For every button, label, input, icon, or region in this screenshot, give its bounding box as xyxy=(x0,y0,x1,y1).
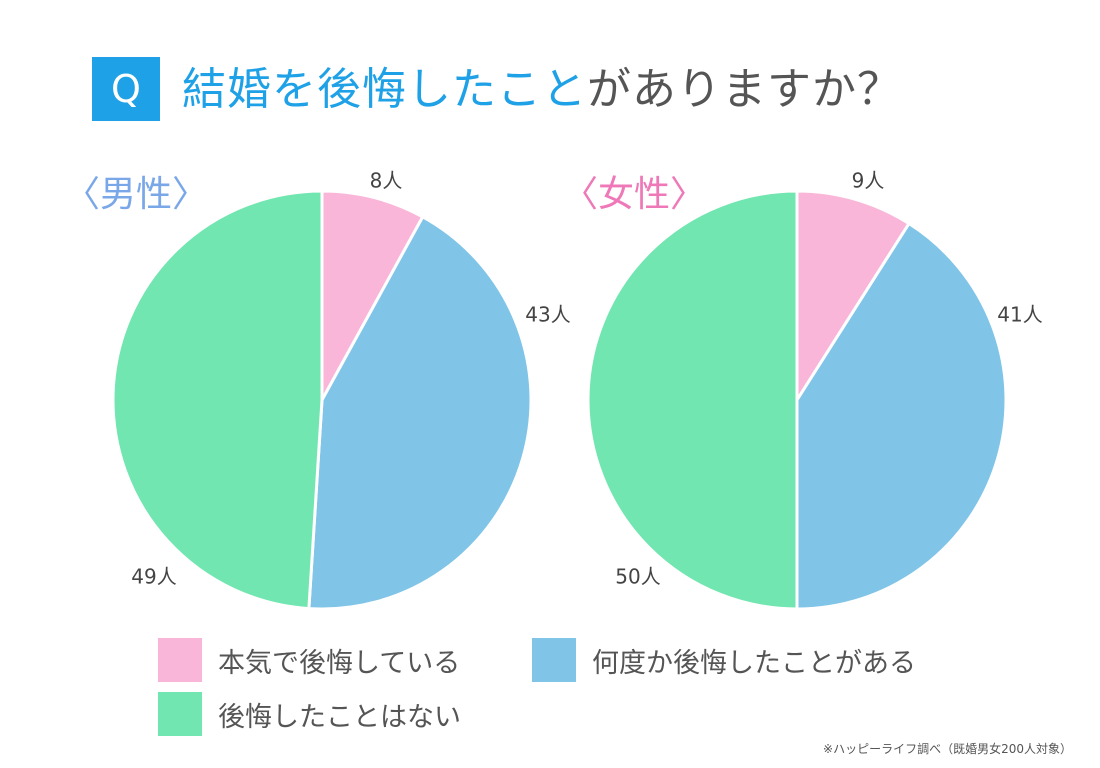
slice-serious-regret xyxy=(320,189,425,401)
slice-no-regret xyxy=(586,189,799,611)
male-chart-title: 〈男性〉 xyxy=(64,174,209,215)
legend-label: 本気で後悔している xyxy=(218,647,461,679)
legend-item-sometimes-regret: 何度か後悔したことがある xyxy=(532,638,916,682)
title-rest: がありますか？ xyxy=(587,64,902,115)
data-label: 9人 xyxy=(852,169,885,193)
data-label: 49人 xyxy=(131,565,176,589)
data-label: 41人 xyxy=(997,303,1042,327)
data-label: 43人 xyxy=(525,303,570,327)
data-label: 8人 xyxy=(370,169,403,193)
legend-swatch-green xyxy=(158,692,202,736)
slice-no-regret xyxy=(111,189,324,611)
slice-sometimes-regret xyxy=(795,221,1008,611)
legend-swatch-pink xyxy=(158,638,202,682)
pie-charts: 8人 43人 49人 9人 41人 50人 xyxy=(111,169,1043,611)
legend-swatch-blue xyxy=(532,638,576,682)
legend-item-serious-regret: 本気で後悔している xyxy=(158,638,460,682)
source-footnote: ※ハッピーライフ調べ（既婚男女200人対象） xyxy=(823,742,1072,756)
legend-item-no-regret: 後悔したことはない xyxy=(158,692,461,736)
data-label: 50人 xyxy=(615,565,660,589)
female-pie-chart: 9人 41人 50人 xyxy=(586,169,1043,611)
male-pie-chart: 8人 43人 49人 xyxy=(111,169,571,611)
female-chart-title: 〈女性〉 xyxy=(562,174,707,215)
slice-serious-regret xyxy=(795,189,912,406)
title-highlight: 結婚を後悔したこと xyxy=(182,64,587,115)
question-badge: Q xyxy=(92,57,160,121)
legend-label: 何度か後悔したことがある xyxy=(592,647,916,679)
legend-label: 後悔したことはない xyxy=(218,701,461,733)
question-title: 結婚を後悔したことがありますか？ xyxy=(182,58,902,122)
slice-sometimes-regret xyxy=(307,214,533,611)
